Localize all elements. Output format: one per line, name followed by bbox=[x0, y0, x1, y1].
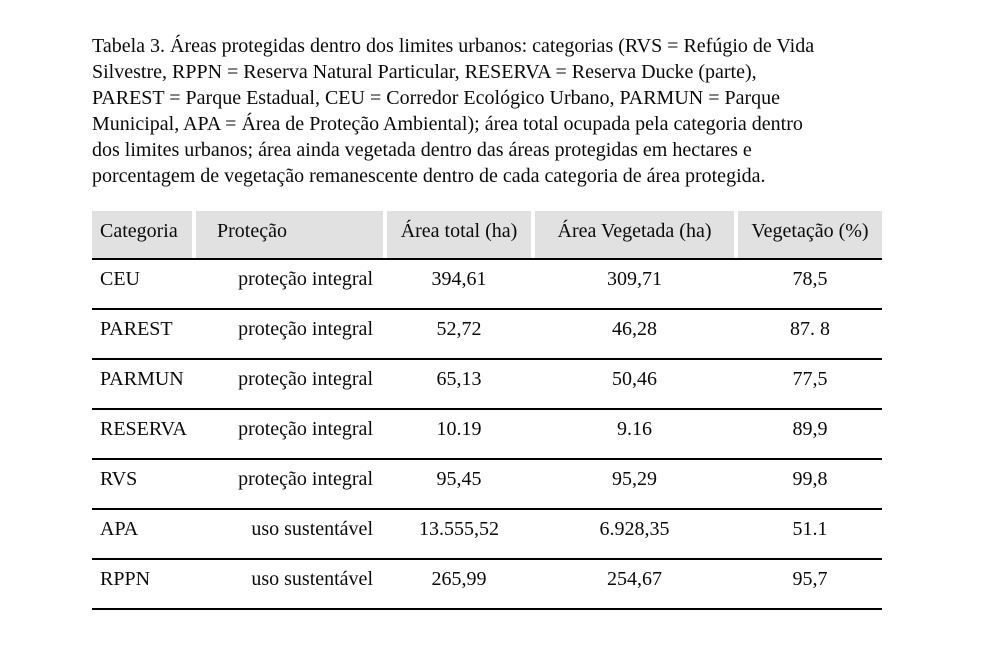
header-cell-area-vegetada: Área Vegetada (ha) bbox=[535, 211, 734, 258]
table-row: CEU proteção integral 394,61 309,71 78,5 bbox=[92, 260, 882, 310]
table-header-row: Categoria Proteção Área total (ha) Área … bbox=[92, 211, 882, 260]
cell-area-total: 65,13 bbox=[387, 360, 531, 408]
cell-area-total: 13.555,52 bbox=[387, 510, 531, 558]
caption-line: porcentagem de vegetação remanescente de… bbox=[92, 165, 766, 187]
cell-categoria: CEU bbox=[92, 260, 192, 308]
cell-categoria: PAREST bbox=[92, 310, 192, 358]
cell-vegetacao: 95,7 bbox=[738, 560, 882, 608]
cell-protecao: proteção integral bbox=[196, 310, 383, 358]
cell-area-vegetada: 95,29 bbox=[535, 460, 734, 508]
cell-protecao: proteção integral bbox=[196, 360, 383, 408]
header-cell-area-total: Área total (ha) bbox=[387, 211, 531, 258]
cell-protecao: uso sustentável bbox=[196, 560, 383, 608]
caption-line: dos limites urbanos; área ainda vegetada… bbox=[92, 139, 752, 161]
cell-area-total: 265,99 bbox=[387, 560, 531, 608]
cell-categoria: RPPN bbox=[92, 560, 192, 608]
cell-protecao: proteção integral bbox=[196, 260, 383, 308]
cell-vegetacao: 89,9 bbox=[738, 410, 882, 458]
cell-categoria: RVS bbox=[92, 460, 192, 508]
caption-line: Silvestre, RPPN = Reserva Natural Partic… bbox=[92, 61, 757, 83]
table-row: RPPN uso sustentável 265,99 254,67 95,7 bbox=[92, 560, 882, 610]
cell-area-vegetada: 6.928,35 bbox=[535, 510, 734, 558]
table-row: RESERVA proteção integral 10.19 9.16 89,… bbox=[92, 410, 882, 460]
caption-line: Tabela 3. Áreas protegidas dentro dos li… bbox=[92, 35, 815, 57]
table-row: PAREST proteção integral 52,72 46,28 87.… bbox=[92, 310, 882, 360]
cell-vegetacao: 99,8 bbox=[738, 460, 882, 508]
protected-areas-table: Categoria Proteção Área total (ha) Área … bbox=[92, 211, 882, 610]
cell-protecao: proteção integral bbox=[196, 460, 383, 508]
header-cell-categoria: Categoria bbox=[92, 211, 192, 258]
cell-vegetacao: 87. 8 bbox=[738, 310, 882, 358]
cell-area-vegetada: 46,28 bbox=[535, 310, 734, 358]
cell-vegetacao: 78,5 bbox=[738, 260, 882, 308]
cell-area-total: 10.19 bbox=[387, 410, 531, 458]
caption-line: PAREST = Parque Estadual, CEU = Corredor… bbox=[92, 87, 781, 109]
cell-area-total: 95,45 bbox=[387, 460, 531, 508]
cell-categoria: PARMUN bbox=[92, 360, 192, 408]
cell-protecao: proteção integral bbox=[196, 410, 383, 458]
header-cell-protecao: Proteção bbox=[196, 211, 383, 258]
cell-area-vegetada: 254,67 bbox=[535, 560, 734, 608]
cell-area-total: 52,72 bbox=[387, 310, 531, 358]
cell-vegetacao: 51.1 bbox=[738, 510, 882, 558]
cell-categoria: RESERVA bbox=[92, 410, 192, 458]
header-cell-vegetacao: Vegetação (%) bbox=[738, 211, 882, 258]
cell-area-total: 394,61 bbox=[387, 260, 531, 308]
caption-line: Municipal, APA = Área de Proteção Ambien… bbox=[92, 113, 803, 135]
table-row: APA uso sustentável 13.555,52 6.928,35 5… bbox=[92, 510, 882, 560]
table-caption: Tabela 3. Áreas protegidas dentro dos li… bbox=[92, 33, 922, 189]
table-row: PARMUN proteção integral 65,13 50,46 77,… bbox=[92, 360, 882, 410]
cell-area-vegetada: 9.16 bbox=[535, 410, 734, 458]
cell-area-vegetada: 50,46 bbox=[535, 360, 734, 408]
cell-protecao: uso sustentável bbox=[196, 510, 383, 558]
cell-categoria: APA bbox=[92, 510, 192, 558]
table-row: RVS proteção integral 95,45 95,29 99,8 bbox=[92, 460, 882, 510]
cell-vegetacao: 77,5 bbox=[738, 360, 882, 408]
cell-area-vegetada: 309,71 bbox=[535, 260, 734, 308]
